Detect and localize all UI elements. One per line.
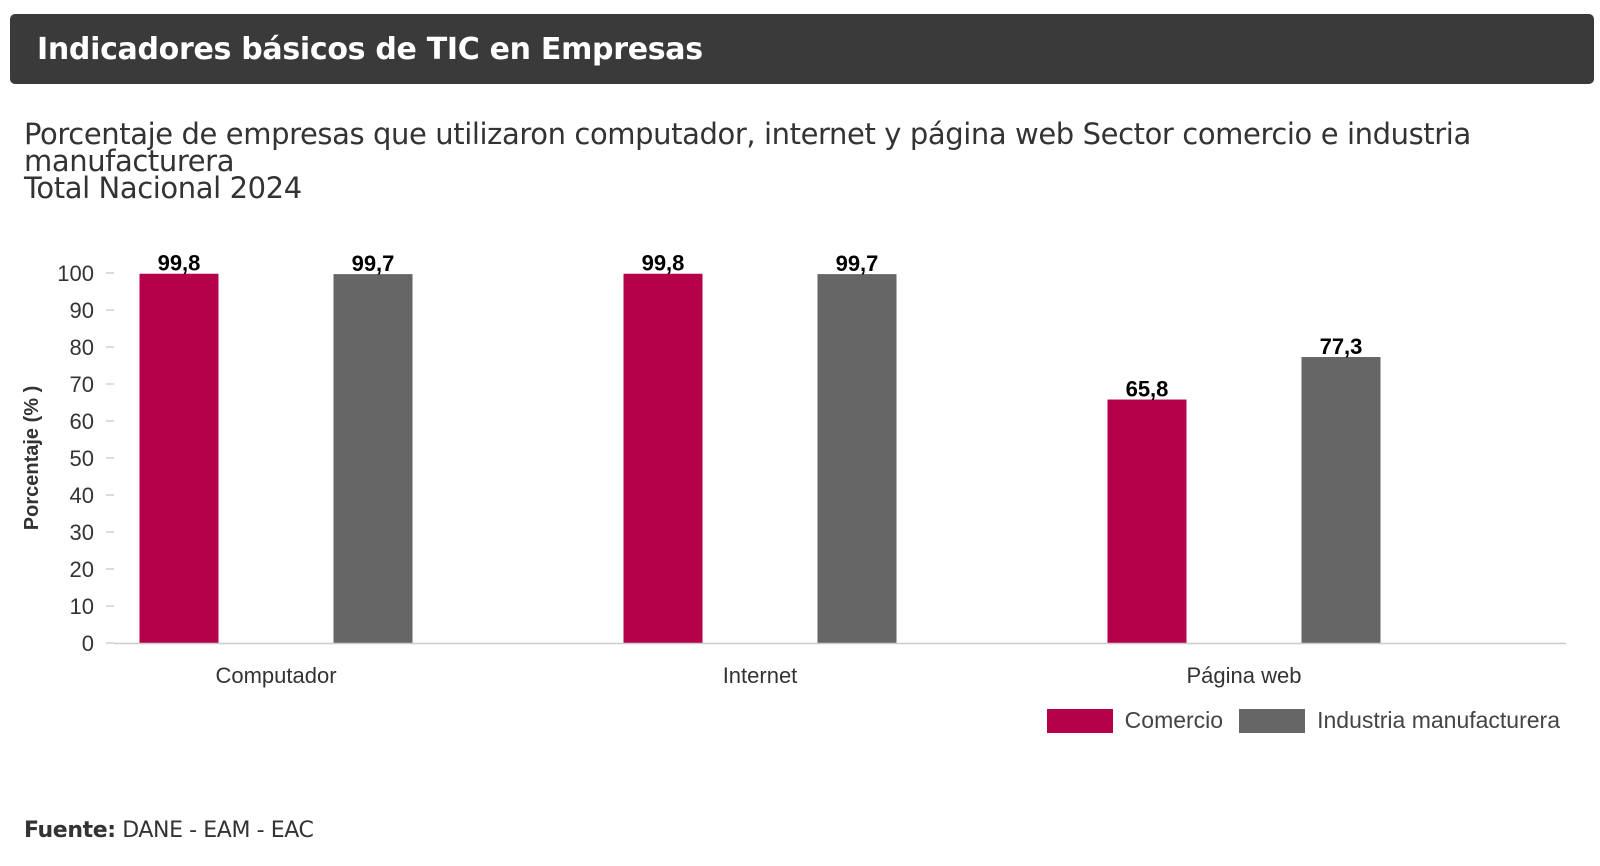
x-category-label: Página web [1187,663,1302,688]
bar-comercio-1[interactable] [623,273,703,643]
y-tick-label: 40 [70,483,94,508]
y-tick-label: 80 [70,335,94,360]
y-axis: 0 10 20 30 40 50 60 70 80 90 100 Porcentaje (% ) [21,261,114,656]
chart-title: Porcentaje de empresas que utilizaron co… [24,117,1564,205]
bar-industria-2[interactable] [1301,356,1381,643]
bar-value-label: 77,3 [1320,334,1363,359]
bars: 99,8 99,7 99,8 99,7 65,8 77,3 [139,251,1381,643]
bar-industria-0[interactable] [333,274,413,643]
y-axis-label: Porcentaje (% ) [21,386,43,530]
legend-label: Comercio [1124,707,1224,733]
bar-value-label: 65,8 [1126,377,1169,402]
bar-industria-1[interactable] [817,274,897,643]
x-category-label: Computador [215,663,336,688]
chart-title-line-3: Total Nacional 2024 [24,171,302,205]
x-axis: Computador Internet Página web [114,642,1566,688]
y-tick-label: 50 [70,446,94,471]
source-text: DANE - EAM - EAC [115,818,314,843]
y-tick-label: 10 [70,594,94,619]
legend-swatch-comercio [1046,708,1113,733]
bar-value-label: 99,8 [158,251,201,276]
bar-comercio-0[interactable] [139,273,219,643]
chart-title-line-2: manufacturera [24,144,235,178]
bar-chart: 0 10 20 30 40 50 60 70 80 90 100 Porcentaje (% ) 99… [21,251,1566,688]
bar-value-label: 99,8 [642,251,685,276]
bar-comercio-2[interactable] [1107,399,1187,643]
source-note: Fuente: DANE - EAM - EAC [24,818,314,843]
y-tick-label: 60 [70,409,94,434]
legend: Comercio Industria manufacturera [1031,707,1560,734]
y-tick-label: 90 [70,298,94,323]
y-tick-label: 100 [57,261,94,286]
legend-swatch-industria [1239,708,1306,733]
y-tick-label: 70 [70,372,94,397]
header-bar: Indicadores básicos de TIC en Empresas [10,14,1594,84]
chart-title-line-1: Porcentaje de empresas que utilizaron co… [24,117,1471,151]
legend-label: Industria manufacturera [1317,707,1560,733]
bar-value-label: 99,7 [352,251,395,276]
page-title: Indicadores básicos de TIC en Empresas [37,31,703,67]
x-category-label: Internet [723,663,798,688]
legend-item-comercio[interactable]: Comercio [1046,707,1224,734]
bar-value-label: 99,7 [836,251,879,276]
source-label: Fuente: [24,818,116,843]
y-tick-label: 0 [82,631,94,656]
legend-item-industria[interactable]: Industria manufacturera [1239,707,1560,734]
y-tick-label: 30 [70,520,94,545]
y-tick-label: 20 [70,557,94,582]
